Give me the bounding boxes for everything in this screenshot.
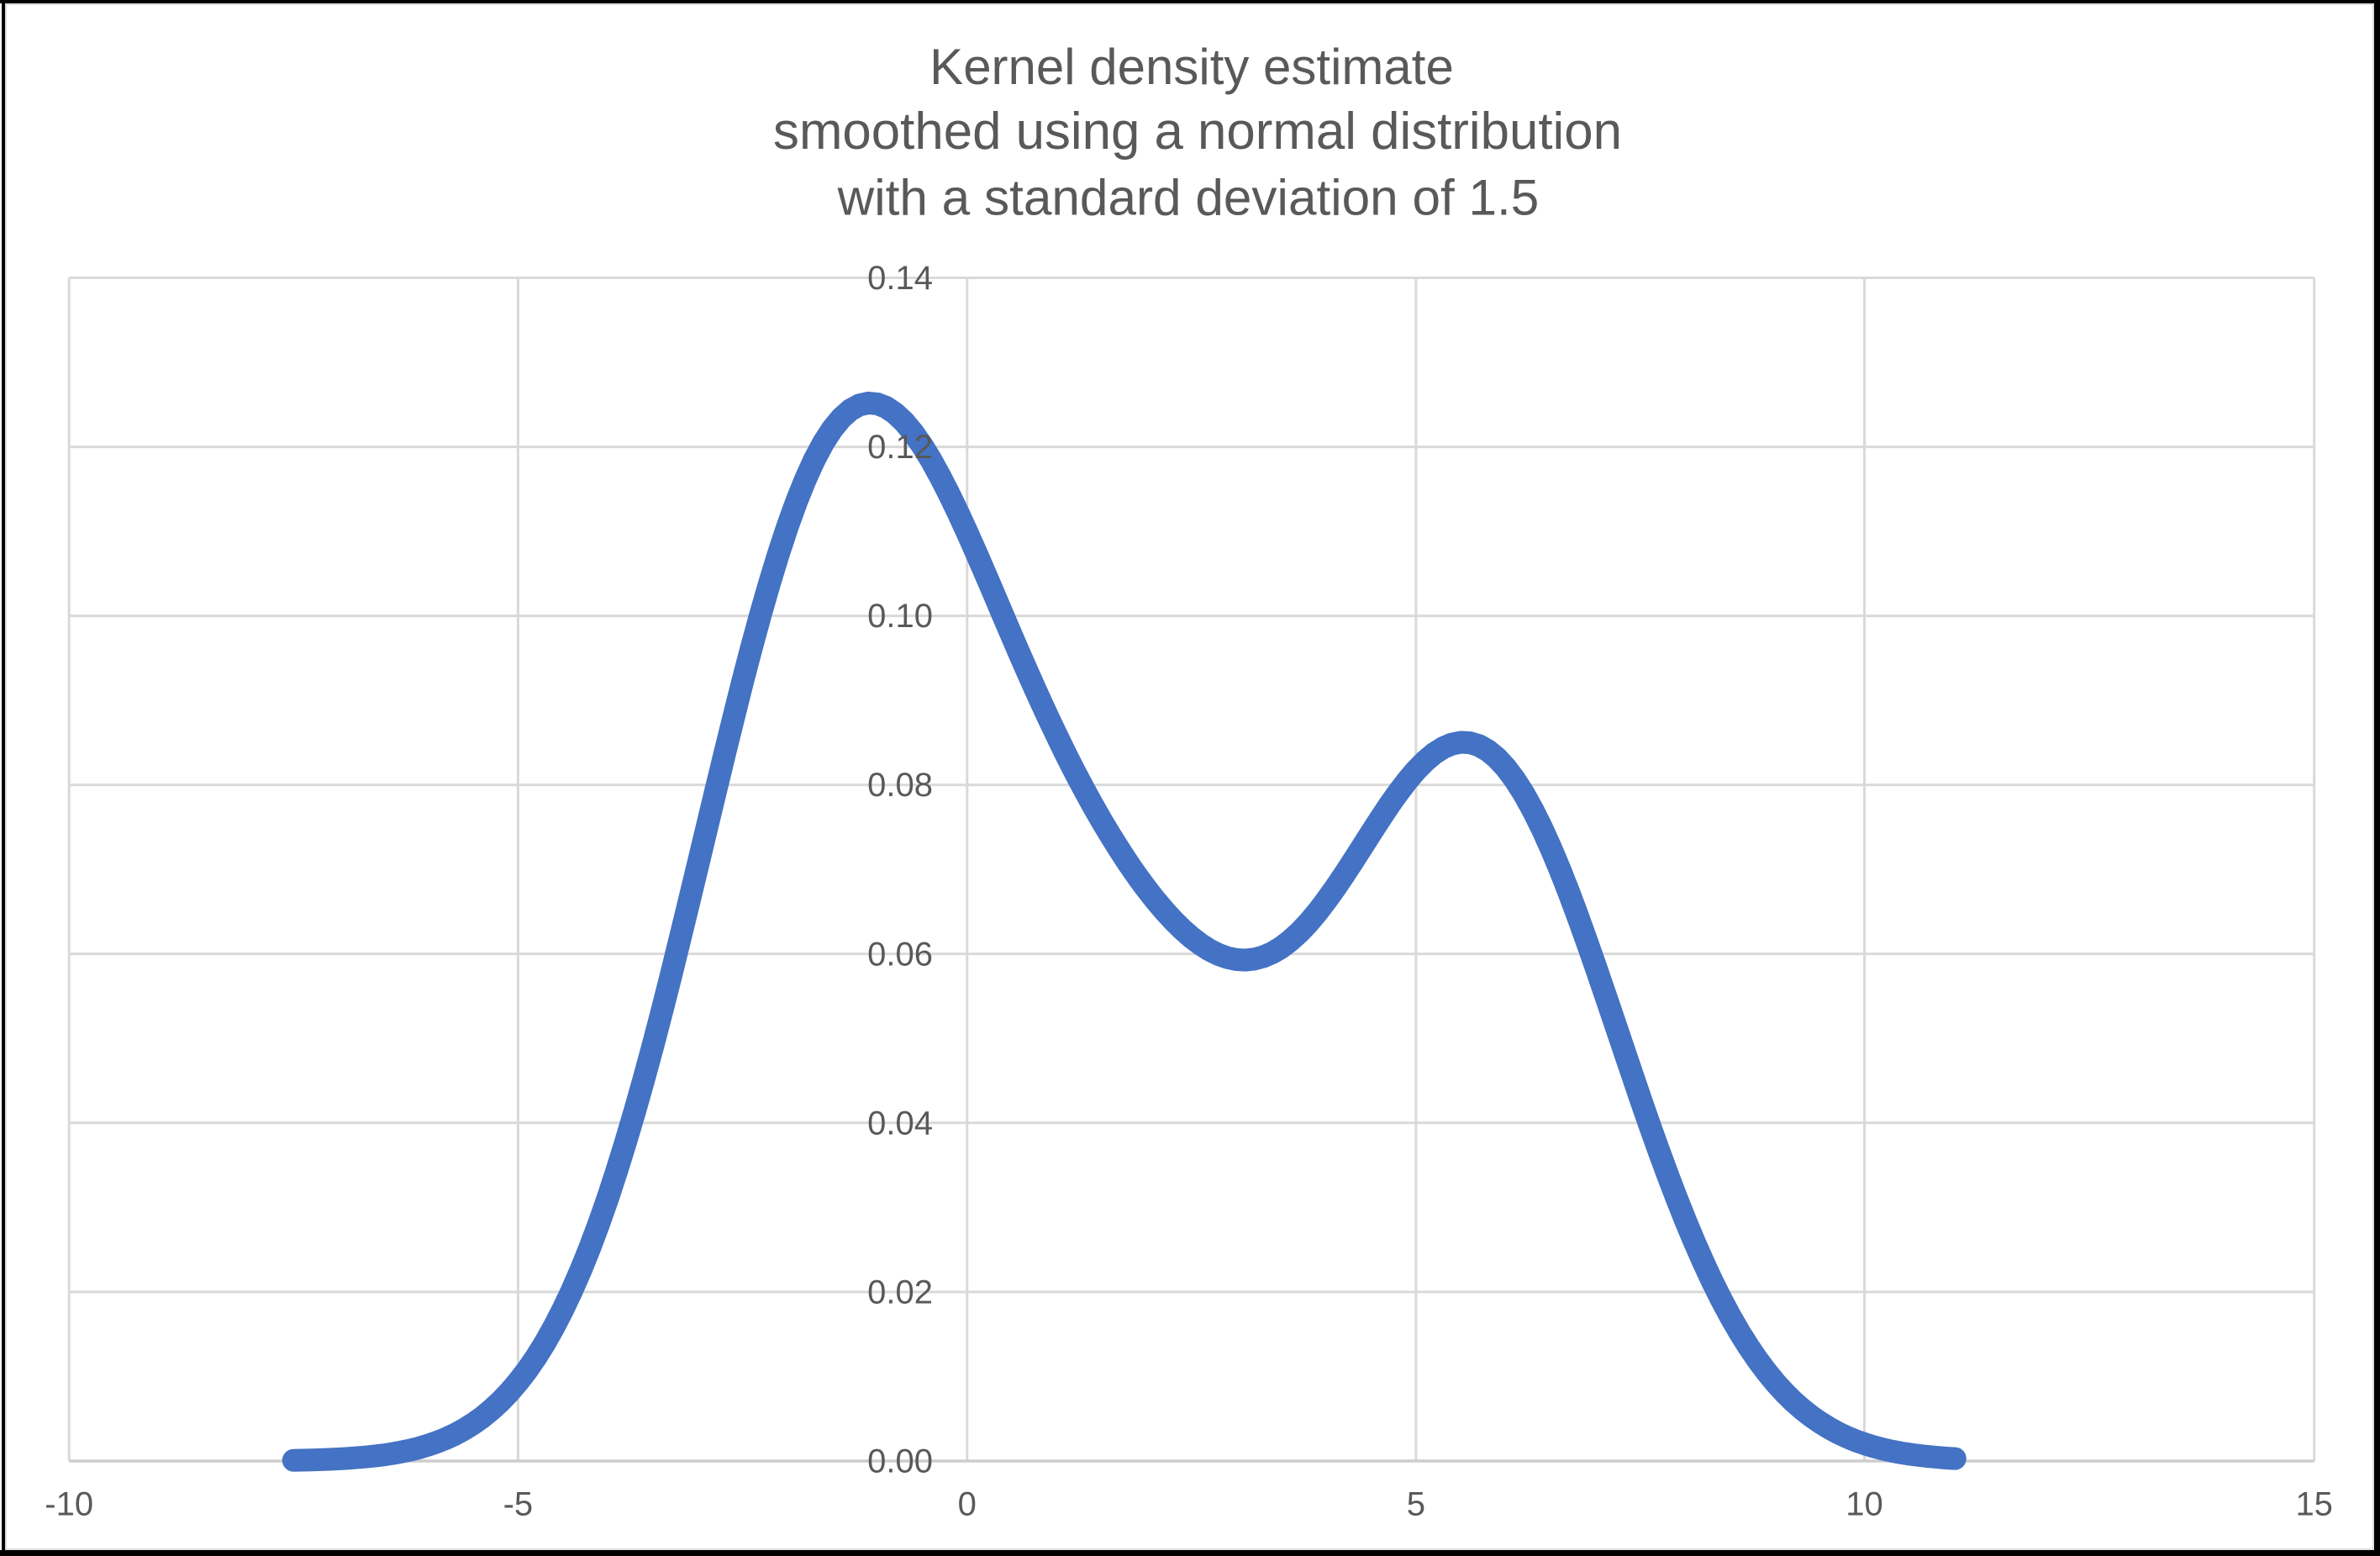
svg-text:-5: -5	[503, 1485, 534, 1522]
svg-text:0.10: 0.10	[867, 598, 933, 635]
svg-text:15: 15	[2295, 1485, 2333, 1522]
svg-text:0.00: 0.00	[867, 1443, 933, 1480]
svg-text:smoothed using a normal distri: smoothed using a normal distribution	[773, 103, 1622, 161]
svg-text:Kernel density estimate: Kernel density estimate	[929, 39, 1454, 95]
svg-text:0: 0	[958, 1485, 977, 1522]
svg-text:5: 5	[1407, 1485, 1425, 1522]
svg-text:10: 10	[1846, 1485, 1883, 1522]
svg-text:0.06: 0.06	[867, 936, 933, 973]
svg-text:0.04: 0.04	[867, 1105, 933, 1142]
svg-text:0.08: 0.08	[867, 767, 933, 804]
svg-text:with a standard deviation of 1: with a standard deviation of 1.5	[837, 169, 1540, 226]
svg-text:0.02: 0.02	[867, 1274, 933, 1311]
svg-text:-10: -10	[45, 1485, 93, 1522]
svg-text:0.14: 0.14	[867, 260, 933, 297]
svg-text:0.12: 0.12	[867, 429, 933, 466]
